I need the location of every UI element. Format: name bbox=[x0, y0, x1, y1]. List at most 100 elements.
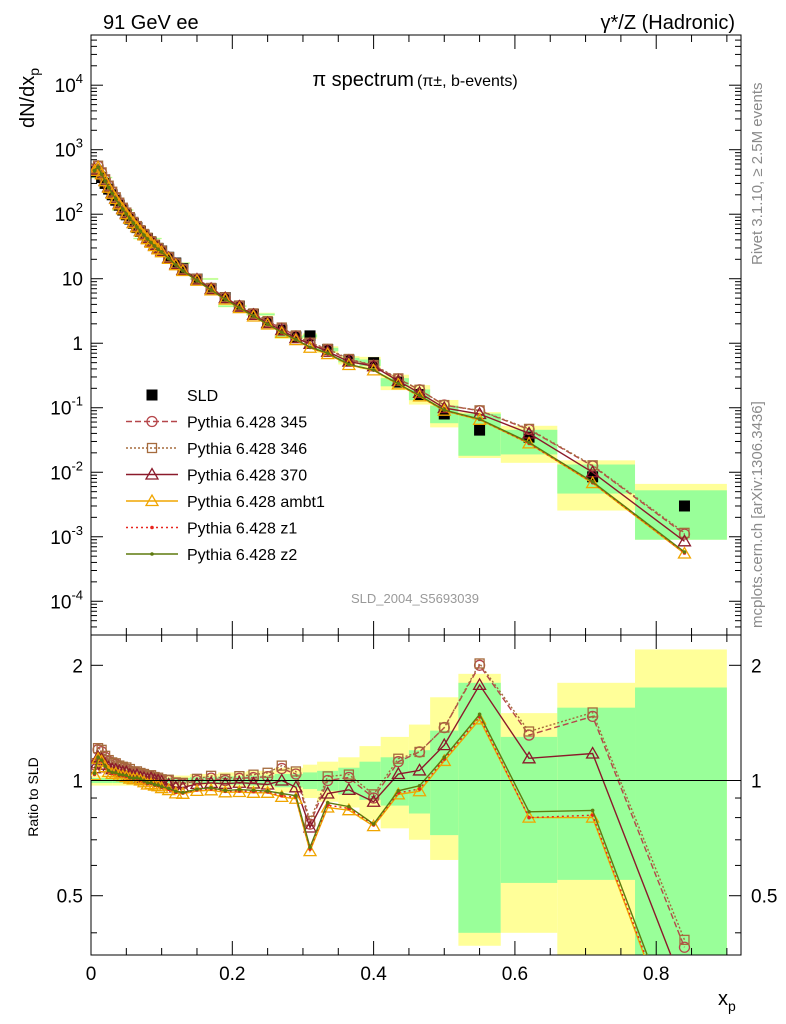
ratio-point-s3-39 bbox=[521, 751, 537, 764]
ratio-point-s4-32 bbox=[320, 800, 335, 813]
main-point-s4-2 bbox=[94, 167, 109, 180]
ratio-point-s6-0 bbox=[92, 771, 97, 776]
ratio-point-s6-9 bbox=[124, 773, 129, 778]
plot-title-main: π spectrum bbox=[312, 69, 414, 91]
ratio-point-s4-2 bbox=[94, 754, 109, 767]
ratio-point-s6-35 bbox=[396, 788, 401, 793]
main-point-s4-21 bbox=[168, 257, 183, 271]
main-point-s6-28 bbox=[265, 322, 270, 327]
legend-marker-4 bbox=[144, 493, 160, 507]
ratio-point-s3-33 bbox=[341, 782, 357, 795]
ratio-point-s2-33 bbox=[343, 769, 355, 780]
main-point-s3-29 bbox=[274, 322, 289, 336]
ratio-point-s2-36 bbox=[414, 746, 425, 758]
main-point-s6-24 bbox=[209, 288, 213, 292]
ratio-band-green-17 bbox=[557, 707, 636, 880]
main-point-s6-29 bbox=[279, 330, 284, 335]
main-point-s6-17 bbox=[152, 244, 157, 248]
ratio-point-s4-36 bbox=[412, 783, 427, 797]
ratio-ytick-label-right: 1 bbox=[751, 772, 762, 793]
main-point-s4-31 bbox=[302, 340, 318, 353]
main-ytick-label: 10-1 bbox=[50, 394, 83, 420]
main-point-s6-14 bbox=[142, 233, 146, 237]
main-point-s6-41 bbox=[682, 550, 687, 554]
ratio-point-s2-40 bbox=[587, 707, 598, 718]
main-ylabel: dN/dxp bbox=[17, 68, 42, 128]
legend-label-1: Pythia 6.428 345 bbox=[187, 415, 307, 432]
main-point-s6-15 bbox=[145, 237, 150, 241]
main-point-s4-35 bbox=[391, 377, 406, 390]
ratio-point-s2-27 bbox=[248, 769, 259, 780]
ratio-point-s3-28 bbox=[260, 777, 275, 790]
main-band-green-4 bbox=[189, 278, 219, 280]
main-ytick-label: 102 bbox=[55, 200, 83, 226]
main-point-s6-33 bbox=[347, 362, 351, 367]
main-ytick-label: 10 bbox=[62, 270, 83, 291]
ratio-point-s6-22 bbox=[181, 790, 185, 795]
ratio-point-s4-21 bbox=[168, 786, 183, 799]
ratio-ylabel: Ratio to SLD bbox=[25, 757, 41, 836]
main-point-s4-3 bbox=[98, 173, 113, 187]
ratio-xtick-label: 0.4 bbox=[360, 964, 387, 985]
ratio-point-s3-38 bbox=[472, 677, 487, 691]
main-point-s6-13 bbox=[138, 229, 143, 234]
ratio-point-s6-40 bbox=[590, 808, 595, 813]
ratio-point-s6-20 bbox=[166, 786, 171, 791]
legend-label-2: Pythia 6.428 346 bbox=[187, 441, 307, 458]
main-point-s6-32 bbox=[325, 351, 330, 356]
ratio-point-s6-25 bbox=[223, 788, 228, 793]
main-point-s6-8 bbox=[120, 207, 125, 211]
ratio-point-s6-8 bbox=[120, 773, 125, 777]
ratio-point-s6-34 bbox=[371, 822, 376, 826]
main-point-s6-10 bbox=[128, 216, 132, 221]
plot-title-sub: (π±, b-events) bbox=[417, 73, 518, 90]
main-point-s6-27 bbox=[251, 314, 256, 318]
main-point-s4-20 bbox=[161, 251, 176, 265]
ratio-point-s6-7 bbox=[117, 772, 122, 777]
ratio-xtick-label: 0 bbox=[86, 964, 97, 985]
main-point-s6-7 bbox=[117, 202, 122, 206]
ratio-point-s6-33 bbox=[347, 804, 351, 809]
ratio-ytick-label: 0.5 bbox=[57, 887, 83, 908]
ratio-plot-frame bbox=[90, 634, 742, 956]
legend-marker-0 bbox=[146, 389, 158, 401]
main-point-s4-40 bbox=[585, 475, 600, 489]
main-point-s6-21 bbox=[173, 263, 178, 267]
legend-label-3: Pythia 6.428 370 bbox=[187, 468, 307, 485]
legend: SLD Pythia 6.428 345 Pythia 6.428 346 Pythi… bbox=[126, 388, 325, 564]
main-point-s4-37 bbox=[437, 403, 452, 416]
main-point-s6-16 bbox=[149, 240, 153, 245]
ratio-point-s6-4 bbox=[106, 768, 111, 773]
legend-label-0: SLD bbox=[187, 388, 218, 405]
ratio-point-s4-24 bbox=[203, 782, 219, 796]
ratio-band-green-13 bbox=[408, 750, 431, 814]
ratio-xtick-label: 0.2 bbox=[219, 964, 245, 985]
ratio-point-s2-35 bbox=[393, 753, 404, 764]
main-ytick-label: 104 bbox=[55, 71, 83, 97]
main-point-s6-18 bbox=[156, 247, 160, 251]
main-point-s0-37 bbox=[438, 408, 450, 420]
ratio-series-line-2 bbox=[93, 662, 686, 941]
ratio-point-s6-1 bbox=[96, 755, 100, 760]
main-point-s2-40 bbox=[587, 460, 598, 471]
ratio-point-s6-10 bbox=[128, 775, 132, 780]
main-point-s6-0 bbox=[92, 168, 97, 173]
main-axis-ticks: 10-4 10-3 10-2 10-1 1 10 102 103 104 bbox=[50, 34, 741, 636]
main-point-s6-30 bbox=[294, 337, 298, 342]
main-point-s6-26 bbox=[237, 305, 242, 310]
main-point-s4-33 bbox=[341, 357, 357, 371]
ratio-point-s6-36 bbox=[417, 783, 422, 788]
main-point-s4-4 bbox=[101, 180, 116, 193]
ratio-point-s3-36 bbox=[412, 763, 427, 776]
ratio-point-s3-31 bbox=[302, 820, 318, 833]
main-point-s4-29 bbox=[274, 325, 289, 338]
xlabel: xp bbox=[718, 988, 736, 1014]
ratio-point-s3-40 bbox=[585, 746, 600, 759]
main-point-s6-4 bbox=[106, 185, 111, 190]
main-point-s3-32 bbox=[320, 344, 335, 357]
side-label-mcplots: mcplots.cern.ch [arXiv:1306.3436] bbox=[749, 401, 766, 628]
main-point-s6-9 bbox=[124, 212, 129, 216]
main-point-s0-41 bbox=[678, 500, 690, 512]
ratio-axis-ticks: 0 0.2 0.4 0.6 0.8 0.5 0.5 1 1 2 2 bbox=[57, 635, 777, 985]
ratio-point-s4-0 bbox=[91, 767, 102, 781]
